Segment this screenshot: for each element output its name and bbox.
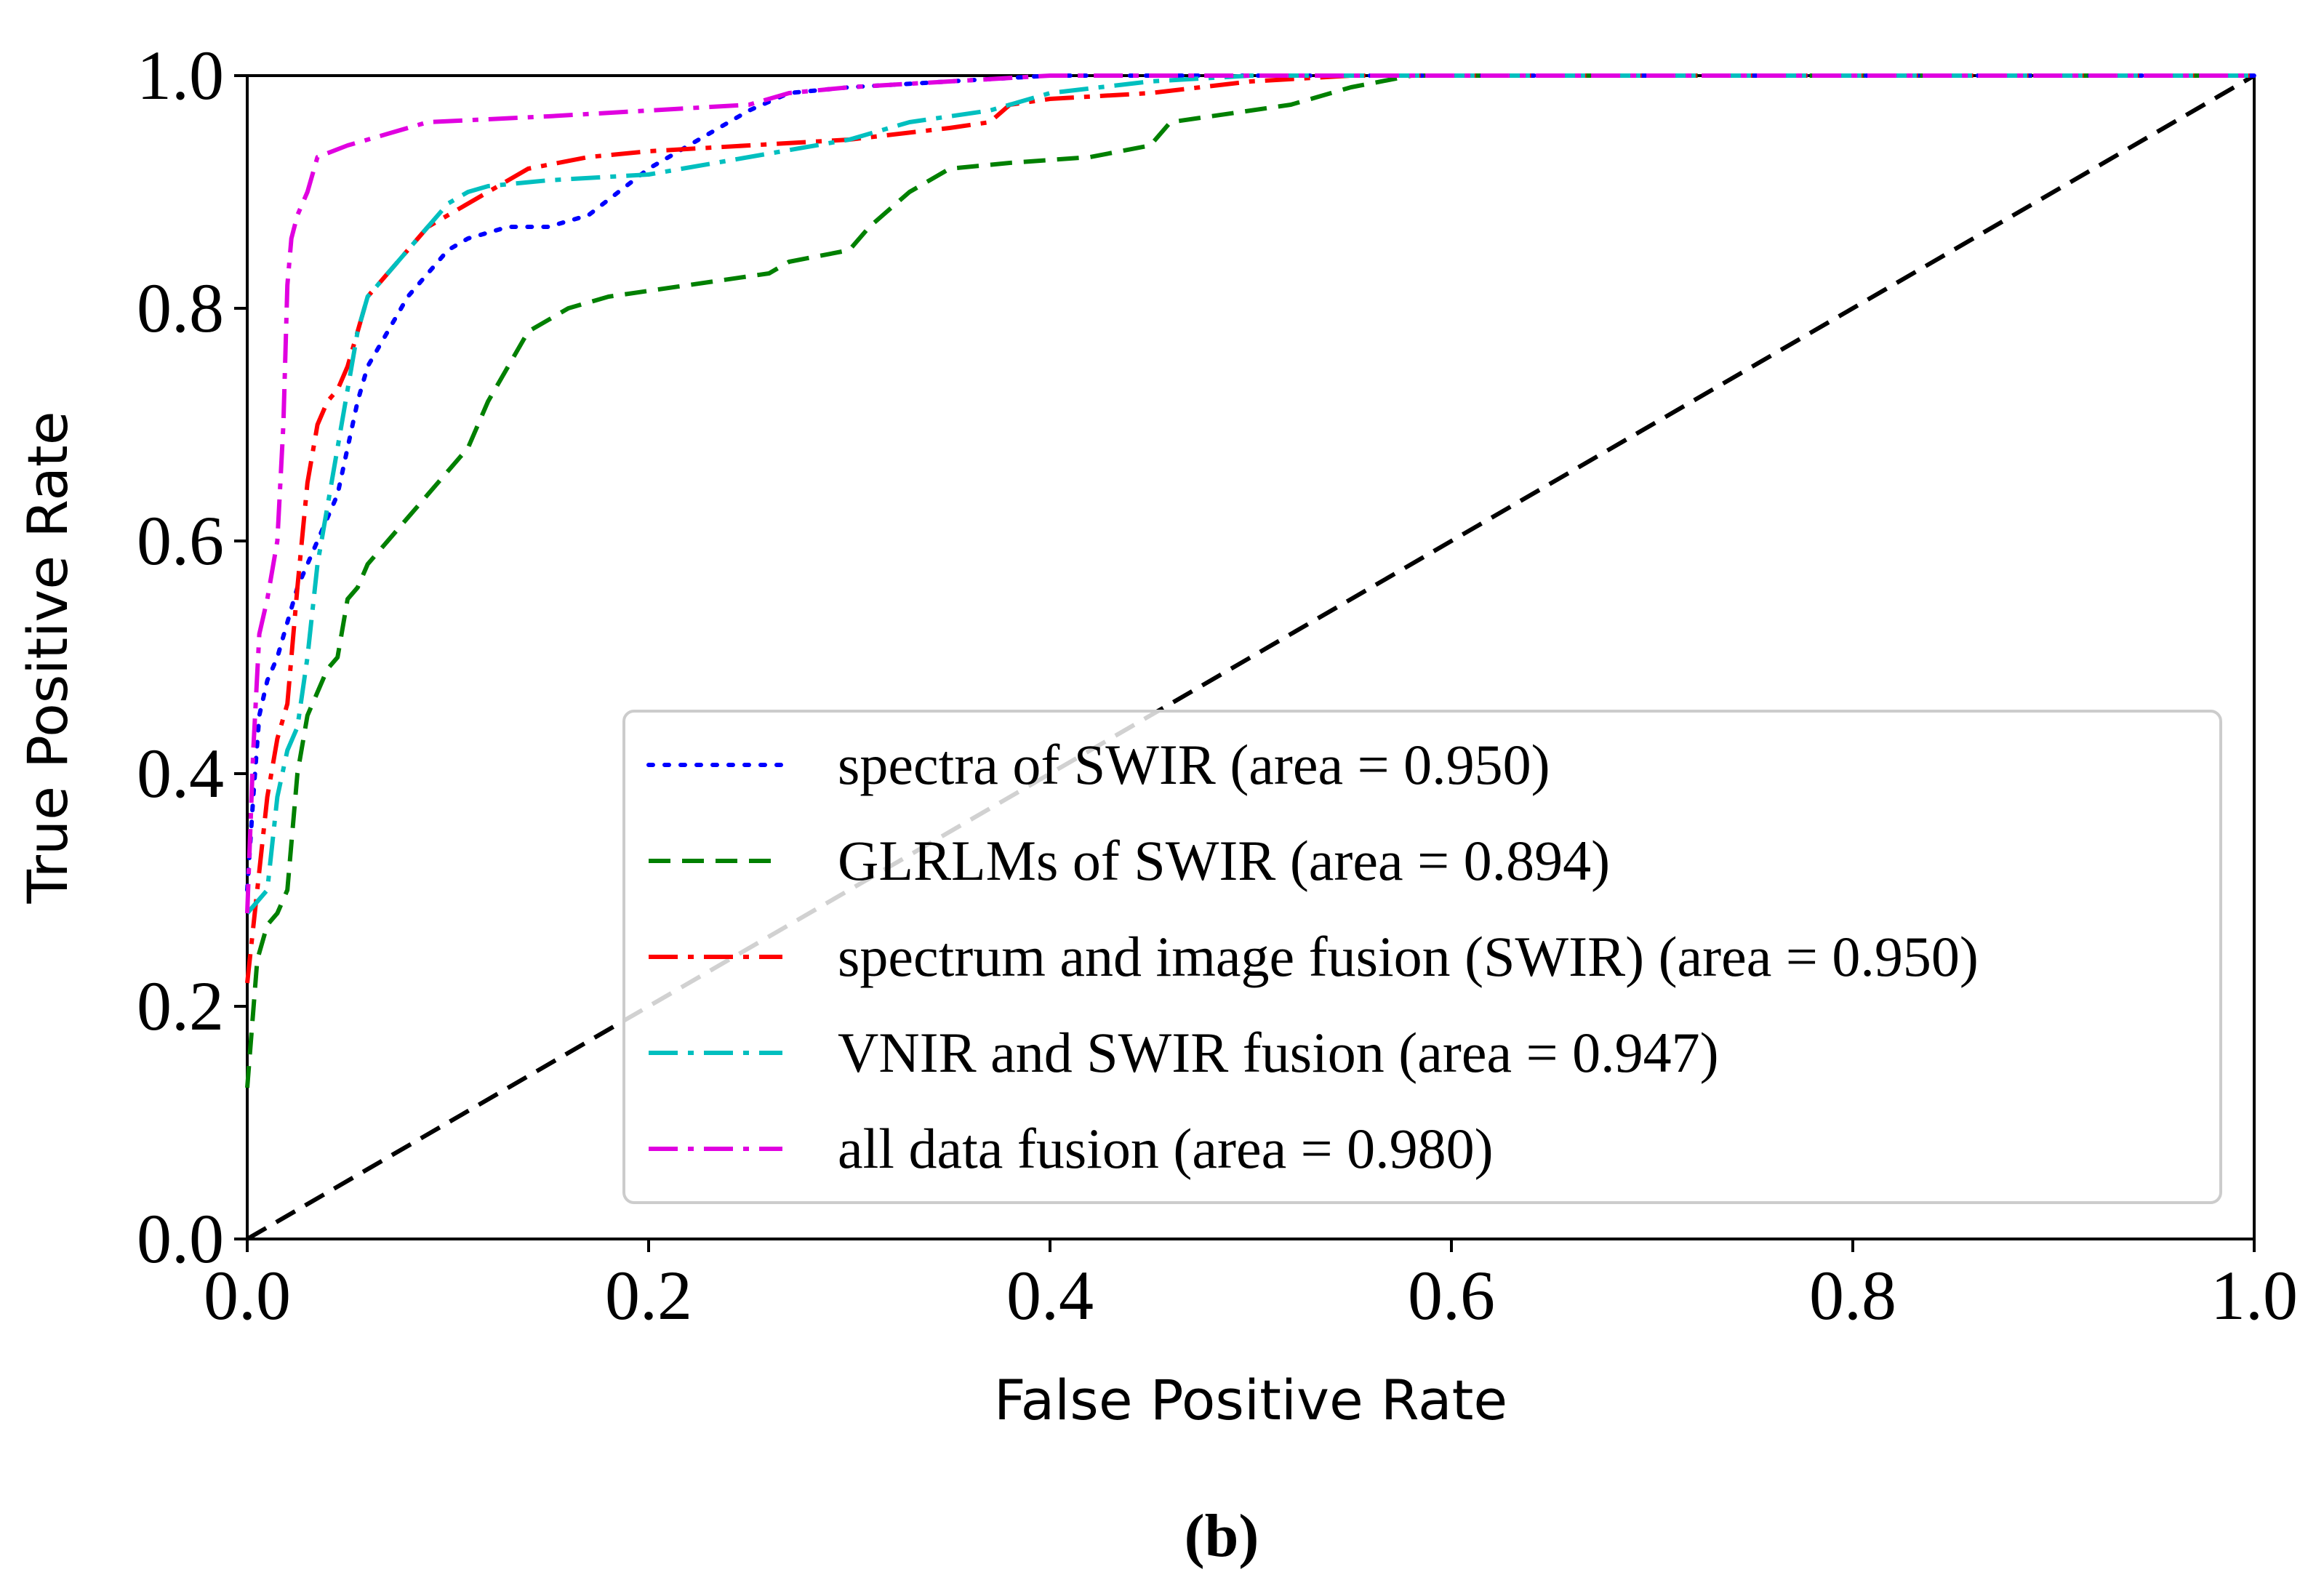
y-axis-title: True Positive Rate	[15, 412, 80, 905]
panel-label: (b)	[1185, 1502, 1259, 1570]
legend-entry: all data fusion (area = 0.980)	[838, 1117, 1494, 1180]
series-line	[246, 73, 2256, 1241]
series-line	[245, 73, 2254, 915]
legend-entry: VNIR and SWIR fusion (area = 0.947)	[838, 1021, 1719, 1084]
x-tick-label: 0.2	[605, 1256, 692, 1334]
ticks-layer: 0.0 0.2 0.4 0.6 0.8 1.0 0.0 0.2 0.4 0.6 0.8 1.0	[137, 36, 2298, 1334]
legend-items: spectra of SWIR (area = 0.950) GLRLMs of …	[646, 733, 1979, 1180]
x-axis-title: False Positive Rate	[994, 1368, 1507, 1432]
x-tick-label: 0.4	[1006, 1256, 1094, 1334]
y-tick-label: 0.8	[137, 269, 224, 347]
x-tick-label: 0.8	[1809, 1256, 1896, 1334]
legend-entry: GLRLMs of SWIR (area = 0.894)	[838, 829, 1610, 892]
series-layer	[245, 73, 2256, 1241]
y-tick-label: 0.2	[137, 967, 224, 1045]
legend: spectra of SWIR (area = 0.950) GLRLMs of …	[622, 710, 2222, 1204]
series-line	[245, 73, 2254, 914]
plot-area	[245, 73, 2256, 1241]
y-tick-label: 1.0	[137, 36, 224, 114]
x-tick-label: 1.0	[2211, 1256, 2298, 1334]
series-line	[245, 73, 2254, 1088]
series-line	[245, 73, 2256, 892]
y-tick-label: 0.0	[137, 1200, 224, 1278]
x-tick-label: 0.6	[1408, 1256, 1495, 1334]
y-tick-label: 0.4	[137, 734, 224, 812]
legend-entry: spectrum and image fusion (SWIR) (area =…	[838, 925, 1979, 988]
legend-entry: spectra of SWIR (area = 0.950)	[838, 733, 1550, 796]
y-tick-label: 0.6	[137, 502, 224, 580]
x-tick-label: 0.0	[204, 1256, 291, 1334]
legend-box	[622, 710, 2222, 1204]
